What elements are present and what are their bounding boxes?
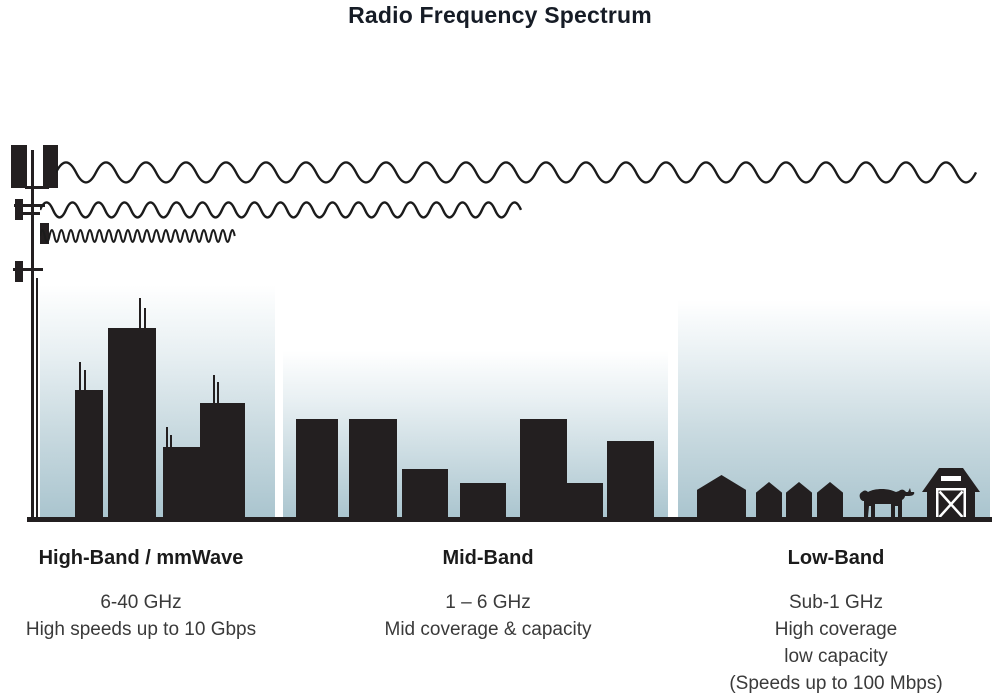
antenna-needle <box>213 375 215 403</box>
building-silhouette <box>402 469 448 520</box>
tower-pole-secondary <box>36 278 38 520</box>
building-silhouette <box>460 483 506 520</box>
low-band-label: Low-Band Sub-1 GHz High coverage low cap… <box>686 547 986 697</box>
band-heading: Low-Band <box>787 547 885 569</box>
barn-vent-slit <box>941 476 961 481</box>
band-frequency: Sub-1 GHz <box>789 592 883 613</box>
building-silhouette <box>607 441 654 520</box>
tower-crossbar <box>14 204 45 207</box>
antenna-needle <box>170 435 172 447</box>
tower-antenna-panel <box>43 145 58 188</box>
band-description: low capacity <box>784 646 888 667</box>
tower-crossbar <box>25 186 49 189</box>
tower-crossbar <box>13 268 43 271</box>
building-silhouette <box>349 419 397 520</box>
tower-antenna-box <box>15 199 23 220</box>
skyscraper-silhouette <box>75 390 103 520</box>
ground-line <box>27 517 992 522</box>
band-description: Mid coverage & capacity <box>384 619 592 640</box>
short-wavelength-wave-icon <box>40 229 236 243</box>
high-band-label: High-Band / mmWave 6-40 GHz High speeds … <box>0 547 291 643</box>
tower-crossbar <box>16 212 40 215</box>
band-frequency: 6-40 GHz <box>100 592 182 613</box>
tower-antenna-box <box>15 261 23 282</box>
antenna-needle <box>166 427 168 447</box>
skyscraper-silhouette <box>108 328 156 520</box>
tower-antenna-panel <box>11 145 27 188</box>
antenna-needle <box>84 370 86 390</box>
band-description: High coverage <box>774 619 898 640</box>
band-description: High speeds up to 10 Gbps <box>25 619 257 640</box>
page-title: Radio Frequency Spectrum <box>348 2 652 28</box>
cow-icon <box>859 488 915 517</box>
band-heading: Mid-Band <box>442 547 534 569</box>
antenna-needle <box>217 382 219 403</box>
long-wavelength-wave-icon <box>56 161 978 184</box>
building-silhouette <box>296 419 338 520</box>
skyscraper-silhouette <box>200 403 245 520</box>
antenna-needle <box>139 298 141 328</box>
antenna-needle <box>144 308 146 328</box>
barn-icon <box>922 468 980 518</box>
medium-wavelength-wave-icon <box>40 201 523 219</box>
building-silhouette <box>520 419 567 520</box>
tower-pole <box>31 150 34 520</box>
mid-band-label: Mid-Band 1 – 6 GHz Mid coverage & capaci… <box>338 547 638 643</box>
band-frequency: 1 – 6 GHz <box>445 592 531 613</box>
building-silhouette <box>567 483 603 520</box>
band-heading: High-Band / mmWave <box>38 547 244 569</box>
skyscraper-silhouette <box>163 447 200 520</box>
antenna-needle <box>79 362 81 390</box>
band-description: (Speeds up to 100 Mbps) <box>729 673 943 694</box>
